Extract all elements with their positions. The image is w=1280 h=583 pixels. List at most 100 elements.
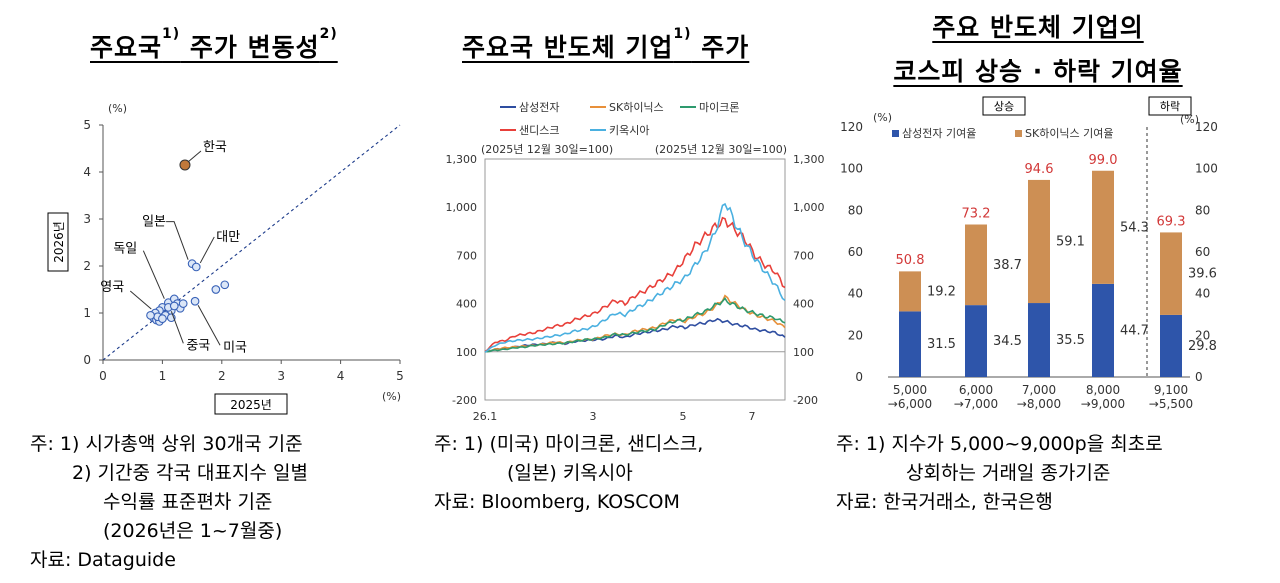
x-tick-label: 3 [590,410,597,423]
value-label-samsung: 34.5 [993,334,1022,349]
legend-label: 샌디스크 [519,124,559,137]
x-tick-label: 5 [680,410,687,423]
unit-right: (%) [1180,113,1199,126]
series-line-3 [484,297,786,353]
scatter-point [158,314,167,323]
value-label-samsung: 44.7 [1120,323,1149,338]
label-korea: 한국 [203,140,227,155]
y-tick-right: 120 [1195,120,1218,134]
x-tick-label: 3 [277,369,285,383]
leader-line [197,305,221,346]
y-tick-left: 60 [848,245,863,259]
leader-line [170,311,184,344]
legend-label: 삼성전자 [519,101,559,114]
legend-label: 키옥시아 [609,124,649,137]
total-label: 50.8 [896,253,925,268]
xlabel: 2025년 [230,398,272,412]
y-tick-left: 20 [848,328,863,342]
scatter-point [178,299,188,308]
y-tick-right: 40 [1195,287,1210,301]
y-tick-left: 100 [456,346,477,359]
x-tick-label: 2 [218,369,226,383]
y-tick-right: 1,000 [793,201,825,214]
x-tick-label: →7,000 [954,397,998,411]
unit-right: (%) [382,390,401,403]
y-tick-left: 40 [848,287,863,301]
y-tick-right: 400 [793,298,814,311]
y-tick-right: 1,300 [793,153,825,166]
note-left: (2025년 12월 30일=100) [481,142,613,156]
y-tick-left: 1,000 [446,201,478,214]
y-tick-right: 700 [793,249,814,262]
x-tick-label: →9,000 [1081,397,1125,411]
bar-skhynix [965,224,987,306]
x-tick-label: 6,000 [959,383,993,397]
unit-left: (%) [873,111,892,124]
y-tick-label: 3 [83,212,91,226]
unit-top: (%) [108,102,127,115]
value-label-samsung: 29.8 [1188,339,1217,354]
highlight-point [179,159,191,171]
value-label-samsung: 35.5 [1056,333,1085,348]
plot-frame [484,158,786,401]
x-tick-label: 26.1 [473,410,498,423]
x-tick-label: 8,000 [1086,383,1120,397]
total-label: 73.2 [962,207,991,222]
y-tick-left: 700 [456,249,477,262]
series-line-5 [484,202,786,353]
scatter-point [169,301,179,311]
x-tick-label: 7,000 [1022,383,1056,397]
x-tick-label: →5,500 [1149,397,1193,411]
panel2-notes: 주: 1) (미국) 마이크론, 샌디스크, (일본) 키옥시아 자료: Blo… [434,433,704,513]
value-label-skhynix: 39.6 [1188,267,1217,282]
total-label: 99.0 [1089,153,1118,168]
bar-skhynix [1028,179,1050,304]
country-label: 대만 [216,230,240,245]
bar-samsung [1028,303,1050,377]
total-label: 69.3 [1157,215,1186,230]
value-label-skhynix: 19.2 [927,284,956,299]
x-tick-label: 9,100 [1154,383,1188,397]
x-tick-label: 7 [749,410,756,423]
tag-up: 상승 [994,100,1014,113]
country-label: 중국 [186,338,210,353]
y-tick-label: 5 [83,118,91,132]
value-label-skhynix: 38.7 [993,258,1022,273]
y-tick-right: 20 [1195,328,1210,342]
y-tick-left: 80 [848,203,863,217]
value-label-samsung: 31.5 [927,337,956,352]
y-tick-left: 120 [840,120,863,134]
y-tick-label: 4 [83,165,91,179]
bar-samsung [965,305,987,377]
y-tick-left: -200 [452,394,477,407]
scatter-point [220,280,230,290]
y-tick-label: 0 [83,353,91,367]
country-label: 일본 [142,215,166,230]
bar-skhynix [1160,232,1182,315]
scatter-chart: 0 1 2 3 4 5 0 1 2 3 4 5 (%) (%) 2026년 2025년 한국일본대만독일영국중국… [47,102,404,415]
y-tick-right: 100 [793,346,814,359]
line-chart: -200 -200 100 100 400 400 700 700 1,000 1,000 1,30… [446,100,825,423]
scatter-point [211,285,221,294]
y-tick-left: 100 [840,162,863,176]
y-tick-left: 1,300 [446,153,478,166]
panel1-notes: 주: 1) 시가총액 상위 30개국 기준 2) 기간중 각국 대표지수 일별 … [30,433,308,571]
x-tick-label: 5,000 [893,383,927,397]
y-tick-label: 1 [83,306,91,320]
value-label-skhynix: 54.3 [1120,220,1149,235]
total-label: 94.6 [1025,162,1054,177]
bar-samsung [1092,283,1114,377]
reference-line [102,124,401,361]
bar-samsung [899,311,921,377]
country-label: 미국 [223,340,247,355]
panel3-title: 주요 반도체 기업의 코스피 상승 · 하락 기여율 [893,13,1183,86]
leader-line [199,236,215,264]
x-tick-label: 4 [337,369,345,383]
legend-label: 삼성전자 기여율 [902,127,976,140]
legend-label: SK하이닉스 기여율 [1025,126,1114,140]
y-tick-left: 0 [855,370,863,384]
leader-line [166,221,189,260]
ylabel: 2026년 [52,221,66,263]
leader-line [129,290,152,310]
